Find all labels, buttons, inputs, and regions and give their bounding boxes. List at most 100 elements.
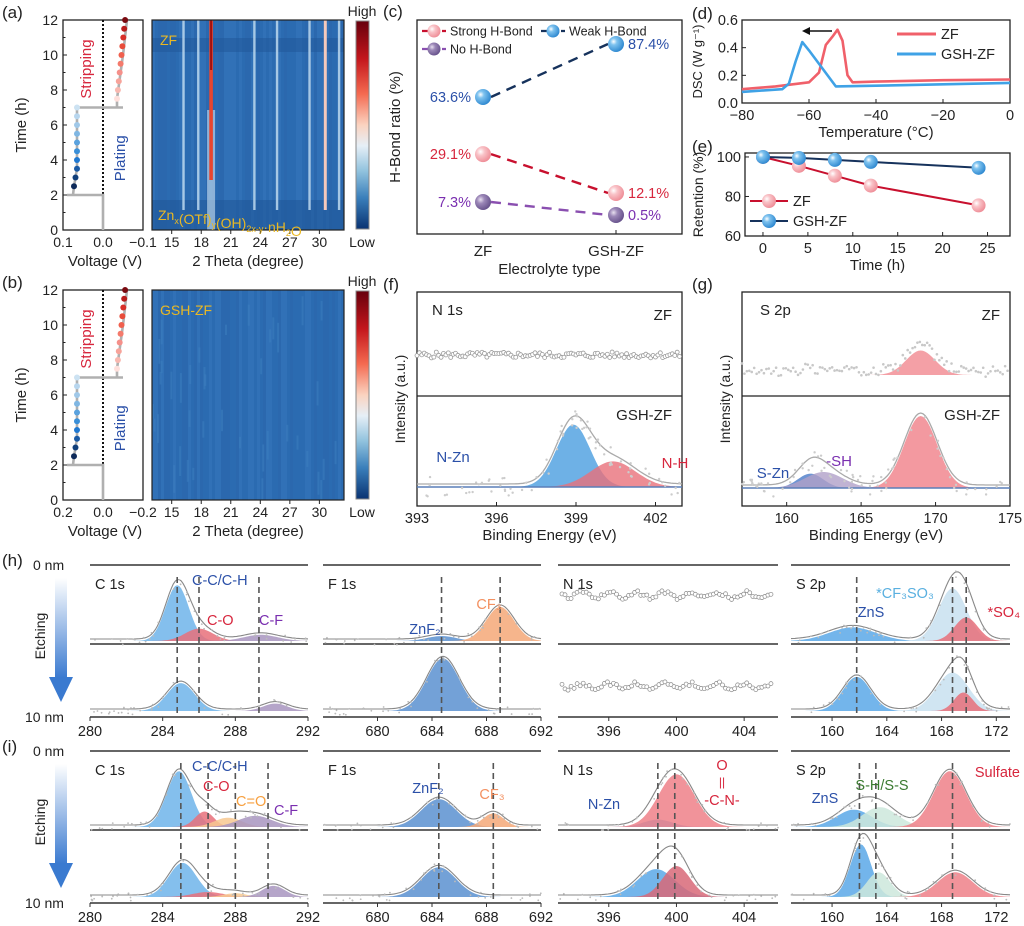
raw-data-point: [594, 899, 597, 901]
raw-data-point: [470, 635, 473, 638]
raw-data-point: [127, 712, 130, 715]
raw-data-point: [539, 351, 545, 357]
stripping-label: Stripping: [78, 309, 95, 368]
raw-data-point: [830, 366, 834, 369]
data-label: 7.3%: [438, 195, 471, 211]
raw-data-point: [614, 682, 619, 687]
series-line: [490, 42, 609, 99]
data-point: [863, 154, 878, 169]
stripping-point: [121, 25, 128, 32]
heatmap-column: [236, 20, 239, 230]
raw-data-point: [744, 680, 750, 686]
raw-data-point: [934, 783, 937, 786]
spectrum-c-1s: 280 284 288 292 C 1s: [78, 750, 320, 926]
raw-data-point: [214, 813, 217, 816]
raw-data-point: [850, 480, 854, 484]
raw-data-point: [829, 817, 832, 820]
fit-peak-10nm: [791, 872, 1010, 897]
heatmap-column: [293, 290, 296, 500]
raw-data-point: [268, 883, 271, 885]
diffraction-peak: [253, 20, 256, 210]
raw-data-point: [157, 706, 160, 708]
voltage-profile-a: (a) 0 2 4 6 8 10 12 Time (h) 0.1 0.0 −0.1 Voltage (V…: [2, 3, 157, 270]
heatmap-column: [254, 290, 257, 500]
heatmap-column: [314, 20, 317, 230]
raw-data-point: [433, 870, 436, 872]
raw-data-point: [737, 894, 740, 897]
raw-data-point: [828, 367, 832, 370]
raw-data-point: [480, 481, 484, 485]
x-axis-label: Temperature (°C): [818, 124, 933, 141]
raw-data-point: [471, 490, 474, 494]
heatmap-column: [278, 290, 281, 500]
raw-data-point: [934, 689, 937, 692]
raw-data-point: [879, 632, 882, 634]
raw-data-point: [265, 637, 268, 640]
raw-data-point: [547, 349, 552, 355]
raw-data-point: [935, 352, 939, 356]
raw-data-point: [501, 813, 504, 816]
raw-data-point: [876, 484, 879, 487]
spectrum-s-2p: 160 164 168 172 S 2p: [790, 564, 1011, 740]
fit-peak-10nm: [558, 866, 778, 897]
raw-data-point: [792, 823, 795, 826]
colorbar-low-label: Low: [349, 504, 376, 520]
raw-data-point: [777, 374, 780, 378]
raw-data-point: [986, 372, 990, 375]
spectrum-title: S 2p: [796, 763, 826, 779]
fit-peak-10nm: [90, 862, 308, 897]
raw-data-point: [847, 486, 851, 489]
raw-data-point: [903, 710, 906, 713]
raw-data-point: [556, 439, 560, 443]
raw-data-point: [925, 627, 928, 630]
heatmap-column: [194, 290, 197, 500]
fit-envelope: [791, 656, 1010, 710]
raw-data-point: [477, 483, 481, 486]
raw-data-point: [765, 683, 771, 689]
raw-data-point: [622, 824, 625, 827]
heatmap-column: [242, 290, 245, 500]
raw-data-point: [859, 629, 862, 632]
x-tick-label: 168: [929, 724, 953, 740]
raw-data-point: [594, 447, 597, 450]
stripping-point: [115, 348, 122, 355]
heatmap-column: [188, 290, 191, 500]
raw-data-point: [163, 694, 166, 697]
raw-data-point: [579, 419, 583, 422]
raw-data-point: [131, 713, 134, 716]
heatmap-column: [200, 290, 203, 500]
raw-data-point: [545, 458, 548, 461]
fit-envelope: [742, 412, 1010, 486]
raw-data-point: [885, 486, 888, 490]
raw-data-point: [760, 822, 762, 825]
peak-label: C-F: [259, 613, 283, 629]
heatmap-column: [281, 290, 284, 500]
xps-panel-g: (g) 160 165 170 175 Binding Energy (eV) Intens…: [692, 275, 1022, 544]
raw-data-point: [602, 829, 605, 832]
x-tick-label: 164: [875, 724, 899, 740]
raw-data-point: [607, 828, 610, 831]
raw-data-point: [274, 699, 276, 702]
raw-data-point: [930, 347, 934, 350]
x-tick-label: 0: [1006, 108, 1014, 124]
x-tick-label: 15: [164, 504, 180, 520]
data-point: [755, 149, 770, 164]
raw-data-point: [893, 813, 896, 816]
heatmap-noise: [317, 471, 320, 495]
heatmap-column: [215, 20, 218, 230]
raw-data-point: [476, 707, 479, 710]
x-tick-label: −60: [797, 108, 822, 124]
heatmap-column: [200, 20, 203, 230]
raw-data-point: [200, 623, 203, 626]
spectrum-f-1s: 680 684 688 692 F 1s: [323, 750, 553, 926]
raw-data-point: [496, 813, 499, 816]
spectrum-n-1s: 396 400 404 N 1s: [558, 564, 778, 740]
raw-data-point: [532, 707, 535, 710]
legend-marker: [762, 194, 776, 208]
raw-data-point: [955, 370, 958, 374]
raw-data-point: [323, 823, 326, 826]
raw-data-point: [250, 816, 252, 819]
raw-data-point: [892, 466, 895, 469]
raw-data-point: [832, 817, 834, 820]
plating-point: [74, 165, 80, 172]
